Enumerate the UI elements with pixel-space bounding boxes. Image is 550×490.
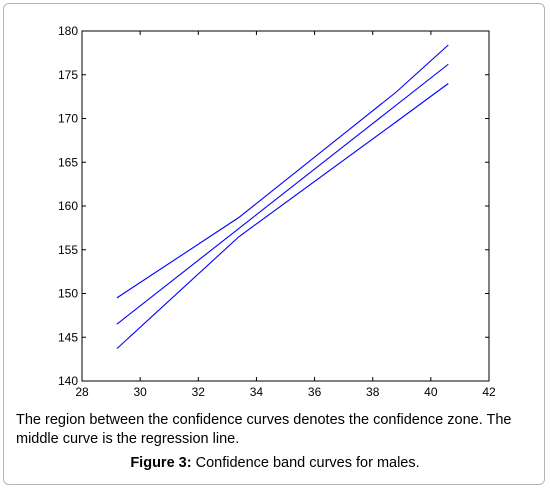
x-tick-label: 38 bbox=[366, 385, 380, 399]
figure-title-text: Confidence band curves for males. bbox=[191, 455, 420, 471]
x-tick-label: 40 bbox=[424, 385, 438, 399]
series-line-3 bbox=[116, 83, 449, 350]
y-tick-label: 175 bbox=[58, 68, 78, 82]
y-tick-label: 140 bbox=[58, 374, 78, 388]
y-tick-label: 150 bbox=[58, 287, 78, 301]
series-line-1 bbox=[116, 44, 449, 299]
x-tick-label: 36 bbox=[308, 385, 322, 399]
x-tick-label: 32 bbox=[192, 385, 206, 399]
series-lines bbox=[116, 44, 449, 350]
plot-area bbox=[81, 30, 490, 382]
x-tick-label: 42 bbox=[482, 385, 496, 399]
axis-ticks: 28 30 32 34 36 38 40 42 140 145 150 155 160 165 170 175… bbox=[58, 24, 496, 399]
figure-label: Figure 3: bbox=[130, 455, 192, 471]
y-tick-label: 180 bbox=[58, 24, 78, 38]
y-tick-label: 145 bbox=[58, 330, 78, 344]
y-tick-label: 155 bbox=[58, 243, 78, 257]
y-tick-label: 170 bbox=[58, 112, 78, 126]
chart: 28 30 32 34 36 38 40 42 140 145 150 155 160 165 170 175… bbox=[58, 24, 496, 399]
x-tick-label: 30 bbox=[133, 385, 147, 399]
figure-title: Figure 3: Confidence band curves for mal… bbox=[0, 455, 550, 471]
series-line-2 bbox=[116, 63, 449, 325]
figure-caption: The region between the confidence curves… bbox=[16, 412, 512, 447]
x-tick-label: 34 bbox=[250, 385, 264, 399]
x-tick-label: 28 bbox=[75, 385, 89, 399]
y-tick-label: 165 bbox=[58, 155, 78, 169]
y-tick-label: 160 bbox=[58, 199, 78, 213]
